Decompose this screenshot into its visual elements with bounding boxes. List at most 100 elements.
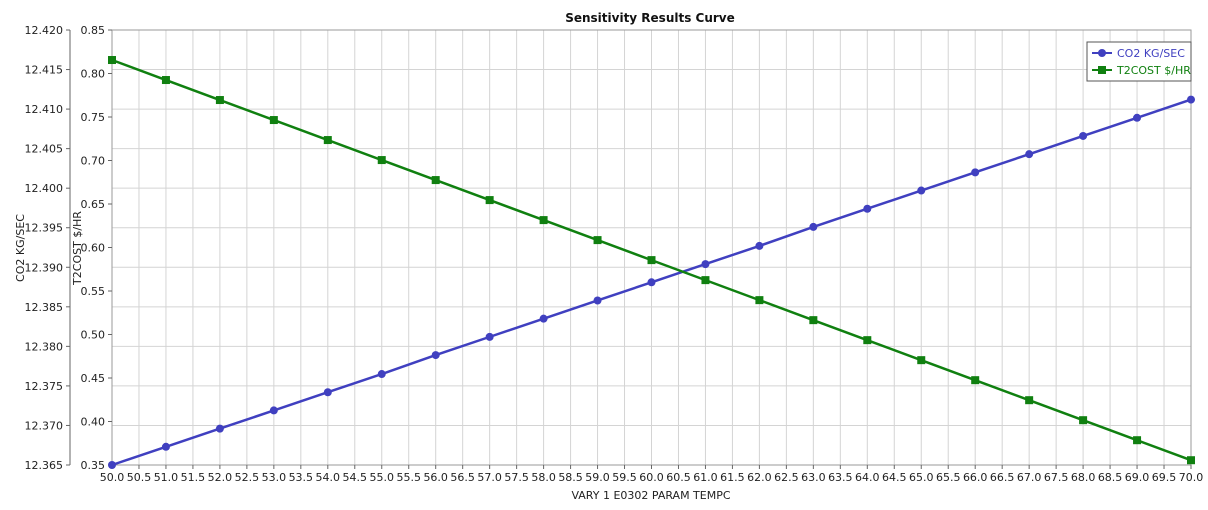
data-point	[269, 406, 278, 415]
data-point	[1187, 95, 1195, 104]
x-tick-label: 52.5	[235, 471, 260, 484]
data-point	[647, 278, 656, 287]
co2-axis: 12.365 12.370 12.375 12.380 12.385 12.390 12.3…	[25, 24, 71, 472]
x-axis-title: VARY 1 E0302 PARAM TEMPC	[571, 489, 730, 502]
x-tick-label: 67.5	[1044, 471, 1069, 484]
x-tick-label: 57.5	[504, 471, 529, 484]
x-tick-label: 64.5	[882, 471, 907, 484]
data-point	[431, 351, 440, 360]
data-point	[647, 256, 656, 265]
t2cost-axis-title: T2COST $/HR	[71, 211, 84, 286]
x-tick-label: 68.0	[1071, 471, 1096, 484]
data-point	[539, 216, 548, 225]
co2-tick-label: 12.420	[25, 24, 64, 37]
data-point	[809, 222, 818, 231]
t2cost-tick-label: 0.40	[81, 416, 106, 429]
data-point	[485, 332, 494, 341]
data-point	[485, 196, 494, 205]
data-point	[755, 241, 764, 250]
data-point	[1025, 150, 1034, 159]
x-tick-label: 54.5	[343, 471, 368, 484]
t2cost-tick-label: 0.55	[81, 285, 106, 298]
x-tick-label: 66.0	[963, 471, 988, 484]
data-point	[1133, 113, 1142, 122]
t2cost-tick-label: 0.80	[81, 68, 106, 81]
x-tick-label: 50.5	[127, 471, 152, 484]
co2-tick-label: 12.365	[25, 459, 64, 472]
x-tick-label: 57.0	[477, 471, 502, 484]
data-point	[917, 356, 926, 365]
x-tick-label: 53.0	[262, 471, 287, 484]
x-tick-label: 59.5	[612, 471, 637, 484]
t2cost-tick-label: 0.75	[81, 111, 106, 124]
data-point	[161, 76, 170, 85]
data-point	[1079, 131, 1088, 140]
data-point	[377, 370, 386, 379]
data-point	[593, 296, 602, 305]
data-point	[701, 260, 710, 269]
co2-tick-label: 12.380	[25, 340, 64, 353]
data-point	[269, 116, 278, 125]
x-tick-label: 64.0	[855, 471, 880, 484]
co2-tick-label: 12.410	[25, 103, 64, 116]
co2-axis-title: CO2 KG/SEC	[14, 214, 27, 282]
legend-marker-t2cost	[1098, 66, 1106, 74]
x-tick-label: 55.0	[370, 471, 395, 484]
x-tick-label: 69.0	[1125, 471, 1150, 484]
x-tick-label: 60.0	[639, 471, 664, 484]
co2-tick-label: 12.400	[25, 182, 64, 195]
x-tick-label: 55.5	[396, 471, 421, 484]
t2cost-tick-label: 0.65	[81, 198, 106, 211]
chart-title: Sensitivity Results Curve	[565, 11, 735, 25]
x-tick-label: 50.0	[100, 471, 125, 484]
t2cost-tick-label: 0.85	[81, 24, 106, 37]
t2cost-tick-label: 0.45	[81, 372, 106, 385]
x-tick-label: 60.5	[666, 471, 691, 484]
data-point	[1025, 396, 1034, 405]
t2cost-axis: 0.35 0.40 0.45 0.50 0.55 0.60 0.65 0.70 0.75 0.80…	[81, 24, 112, 472]
legend: CO2 KG/SEC T2COST $/HR	[1086, 41, 1192, 82]
data-point	[593, 236, 602, 245]
x-tick-label: 65.0	[909, 471, 934, 484]
data-point	[701, 276, 710, 285]
data-point	[1133, 436, 1142, 445]
x-tick-label: 56.5	[450, 471, 475, 484]
data-point	[755, 296, 764, 305]
t2cost-tick-label: 0.70	[81, 155, 106, 168]
x-tick-label: 61.5	[720, 471, 745, 484]
x-tick-label: 51.5	[181, 471, 206, 484]
data-point	[863, 204, 872, 213]
data-point	[323, 136, 332, 145]
t2cost-tick-label: 0.35	[81, 459, 106, 472]
x-tick-label: 56.0	[423, 471, 448, 484]
legend-box	[1086, 41, 1192, 82]
x-tick-label: 51.0	[154, 471, 179, 484]
data-point	[215, 424, 224, 433]
legend-label-co2: CO2 KG/SEC	[1117, 47, 1185, 60]
x-tick-label: 52.0	[208, 471, 233, 484]
t2cost-tick-label: 0.50	[81, 329, 106, 342]
data-point	[431, 176, 440, 185]
data-point	[917, 186, 926, 195]
data-point	[161, 442, 170, 451]
x-tick-label: 62.0	[747, 471, 772, 484]
data-point	[323, 388, 332, 397]
x-tick-label: 63.0	[801, 471, 826, 484]
x-tick-label: 69.5	[1152, 471, 1177, 484]
x-tick-label: 67.0	[1017, 471, 1042, 484]
x-tick-label: 58.0	[531, 471, 556, 484]
x-tick-label: 62.5	[774, 471, 799, 484]
co2-tick-label: 12.390	[25, 261, 64, 274]
x-tick-label: 61.0	[693, 471, 718, 484]
co2-tick-label: 12.395	[25, 222, 64, 235]
data-point	[108, 56, 116, 65]
data-point	[377, 156, 386, 165]
co2-tick-label: 12.375	[25, 380, 64, 393]
x-tick-label: 65.5	[936, 471, 961, 484]
data-point	[539, 314, 548, 323]
data-point	[1187, 456, 1195, 465]
plot-grid	[111, 29, 1192, 466]
co2-tick-label: 12.405	[25, 143, 64, 156]
x-tick-label: 59.0	[585, 471, 610, 484]
